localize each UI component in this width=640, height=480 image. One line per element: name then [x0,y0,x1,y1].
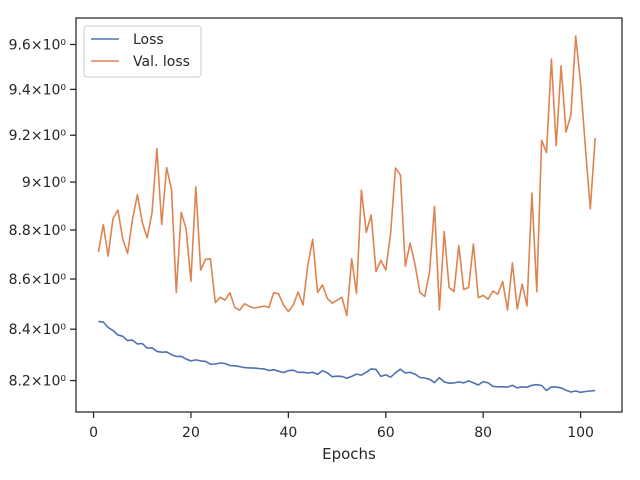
legend-label-val-loss: Val. loss [133,54,190,70]
y-tick-label: 8.4×10⁰ [9,322,67,338]
val-loss-series-line [97,35,596,317]
legend-label-loss: Loss [133,32,164,48]
y-tick-label: 9.2×10⁰ [9,128,67,144]
y-tick-label: 8.6×10⁰ [9,272,67,288]
y-axis: 8.2×10⁰ 8.4×10⁰ 8.6×10⁰ 8.8×10⁰ 9×10⁰ 9.2×10⁰… [9,37,76,390]
y-tick-label: 9.4×10⁰ [9,82,67,98]
x-tick-label: 0 [89,425,98,441]
x-tick-label: 80 [474,425,492,441]
x-tick-label: 40 [279,425,297,441]
x-tick-label: 60 [377,425,395,441]
legend: Loss Val. loss [83,25,202,78]
y-tick-label: 9.6×10⁰ [9,37,67,53]
x-axis: 0 20 40 60 80 100 [89,412,594,441]
x-tick-label: 100 [567,425,594,441]
x-tick-label: 20 [182,425,200,441]
loss-series-line [98,320,596,394]
x-axis-label: Epochs [322,445,376,463]
y-tick-label: 9×10⁰ [22,175,66,191]
y-tick-label: 8.8×10⁰ [9,223,67,239]
y-tick-label: 8.2×10⁰ [9,374,67,390]
series-layer [97,35,596,394]
